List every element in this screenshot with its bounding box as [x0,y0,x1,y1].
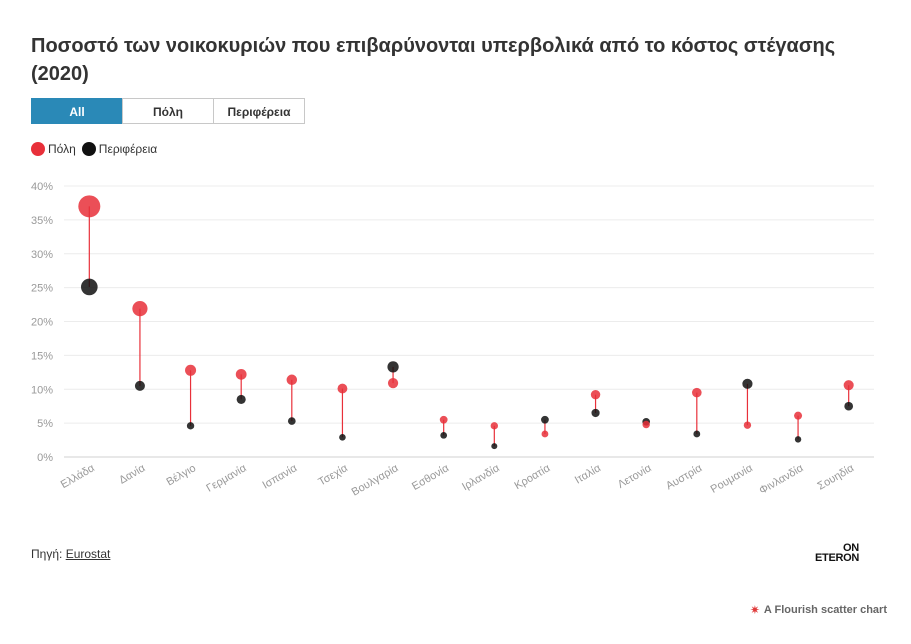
x-tick-label: Βέλγιο [165,462,199,488]
x-tick-label: Φινλανδία [757,462,806,497]
tab-region[interactable]: Περιφέρεια [213,98,305,124]
point-region [541,415,549,424]
y-tick-label: 35% [31,215,53,227]
point-city [387,378,399,389]
chart-legend: Πόλη Περιφέρεια [31,142,163,156]
y-tick-label: 20% [31,317,53,329]
point-region [440,431,448,439]
source-prefix: Πηγή: [31,547,66,561]
y-tick-label: 25% [31,283,53,295]
point-region [844,401,854,411]
x-tick-label: Σουηδία [816,462,857,493]
x-tick-label: Βουλγαρία [350,462,401,499]
point-city [490,422,498,430]
point-city [642,420,650,429]
point-region [236,394,246,404]
point-region [591,408,600,418]
legend-label-city: Πόλη [48,142,76,156]
logo-line2: ETERON [815,552,860,564]
point-city [235,368,247,380]
x-tick-label: Ισπανία [260,462,299,492]
point-region [134,380,145,391]
x-tick-label: Ιταλία [573,462,604,487]
y-tick-label: 15% [31,350,53,362]
x-tick-label: Ελλάδα [59,462,98,491]
flourish-credit-text: A Flourish scatter chart [763,604,887,616]
x-tick-label: Κροατία [512,462,553,492]
point-city [743,421,752,429]
point-city [590,389,601,400]
point-city [286,374,298,385]
legend-item-city[interactable]: Πόλη [31,142,76,156]
point-city [337,383,348,394]
point-city [132,301,148,317]
x-tick-label: Γερμανία [204,462,249,495]
point-region [693,430,701,438]
brand-logo: ON ETERON [815,542,860,564]
point-region [186,422,195,430]
point-city [843,380,854,391]
flourish-credit[interactable]: ✷ A Flourish scatter chart [750,603,887,617]
point-region [81,278,98,296]
x-tick-label: Εσθονία [410,462,452,493]
y-tick-label: 0% [37,452,53,464]
filter-tabs: All Πόλη Περιφέρεια [31,98,305,124]
y-tick-label: 5% [37,418,53,430]
x-tick-label: Τσεχία [316,462,350,489]
point-region [287,417,296,425]
tab-city[interactable]: Πόλη [122,98,214,124]
legend-swatch-city [31,142,45,156]
point-region [794,436,802,443]
legend-label-region: Περιφέρεια [98,142,158,156]
point-city [78,195,101,218]
point-city [439,415,448,424]
x-tick-label: Λετονία [616,462,654,491]
y-tick-label: 40% [31,181,53,193]
chart-title: Ποσοστό των νοικοκυριών που επιβαρύνοντα… [31,35,836,85]
logo-line1: ON [843,542,859,554]
point-city [692,387,702,398]
x-tick-label: Ιρλανδία [460,462,502,493]
point-region [742,378,753,389]
point-city [794,411,803,420]
x-tick-label: Αυστρία [664,462,705,492]
x-tick-label: Ρουμανία [709,462,756,496]
legend-item-region[interactable]: Περιφέρεια [81,142,158,156]
flourish-star-icon: ✷ [749,603,760,617]
x-tick-label: Δανία [117,462,148,487]
source-note: Πηγή: Eurostat [31,547,110,561]
point-region [491,443,498,450]
point-city [185,364,197,376]
y-tick-label: 10% [31,384,53,396]
point-city [541,430,549,438]
point-region [387,361,399,373]
point-region [339,434,346,441]
y-tick-label: 30% [31,249,53,261]
legend-swatch-region [81,142,96,156]
source-link[interactable]: Eurostat [65,547,111,561]
tab-all[interactable]: All [31,98,123,124]
